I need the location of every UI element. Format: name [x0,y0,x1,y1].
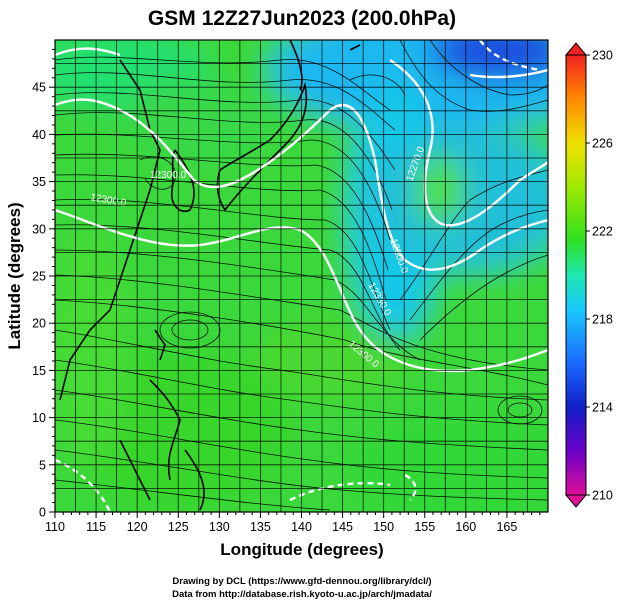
x-axis-label: Longitude (degrees) [220,540,383,559]
x-tick-label: 120 [127,520,148,534]
colorbar-bottom-arrow [564,494,588,508]
credit-line-1: Drawing by DCL (https://www.gfd-dennou.o… [172,576,431,587]
colorbar-ticks: 230 226 222 218 214 210 [586,49,613,503]
x-tick-label: 150 [373,520,394,534]
y-axis-label: Latitude (degrees) [5,202,24,349]
y-tick-label: 5 [39,458,46,472]
x-tick-label: 110 [45,520,65,534]
plot-area: 12300.0 12300.0 12270.0 12300.0 12330.0 … [55,40,548,512]
contour-label: 12300.0 [150,170,187,181]
x-tick-label: 130 [209,520,230,534]
gridlines [55,40,548,512]
y-tick-label: 15 [32,364,46,378]
temperature-shading [55,40,548,512]
colorbar-tick-label: 230 [592,49,613,63]
y-tick-label: 25 [32,270,46,284]
colorbar-tick-label: 214 [592,401,613,415]
x-tick-label: 115 [86,520,106,534]
x-tick-label: 165 [496,520,517,534]
x-axis: 110 115 120 125 130 135 140 145 150 155 160 165 [45,512,541,534]
y-axis: 0 5 10 15 20 25 30 35 40 45 [32,48,55,520]
y-tick-label: 30 [32,222,46,236]
x-tick-label: 155 [414,520,435,534]
x-tick-label: 125 [168,520,189,534]
x-tick-label: 160 [455,520,476,534]
y-tick-label: 40 [32,128,46,142]
x-tick-label: 140 [291,520,312,534]
colorbar: 230 226 222 218 214 210 [564,42,613,508]
x-tick-label: 135 [250,520,271,534]
colorbar-top-arrow [564,42,588,56]
y-tick-label: 35 [32,175,46,189]
colorbar-tick-label: 218 [592,313,613,327]
y-tick-label: 10 [32,411,46,425]
credit-line-2: Data from http://database.rish.kyoto-u.a… [172,589,432,600]
colorbar-bar [565,54,587,496]
chart-title: GSM 12Z27Jun2023 (200.0hPa) [148,7,456,30]
colorbar-tick-label: 226 [592,137,613,151]
colorbar-tick-label: 210 [592,489,613,503]
y-tick-label: 20 [32,317,46,331]
height-contours [55,40,548,512]
y-tick-label: 45 [32,81,46,95]
y-tick-label: 0 [39,506,46,520]
x-tick-label: 145 [332,520,353,534]
colorbar-tick-label: 222 [592,225,613,239]
